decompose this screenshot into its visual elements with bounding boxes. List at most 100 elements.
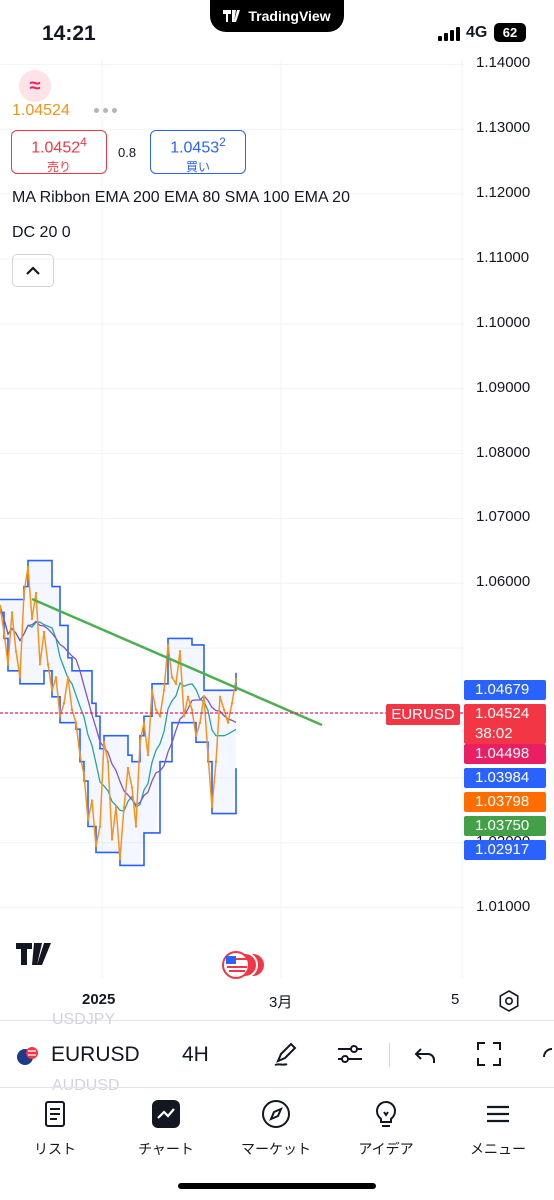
price-point (46, 663, 50, 666)
price-point (178, 650, 182, 653)
price-point (10, 611, 14, 614)
battery-indicator: 62 (494, 23, 526, 42)
price-point (38, 663, 42, 666)
indicator-donchian[interactable]: DC 20 0 (12, 224, 71, 241)
price-series (0, 565, 238, 861)
price-point (126, 766, 130, 770)
price-line (0, 566, 237, 859)
price-axis-label: 1.09000 (476, 378, 531, 396)
indicator-ma-ribbon[interactable]: MA Ribbon EMA 200 EMA 80 SMA 100 EMA 20 (12, 189, 350, 206)
symbol-flag-icon (17, 1047, 38, 1065)
tab-market-label: マーケット (241, 1141, 311, 1157)
price-tag: 1.03984 (464, 768, 546, 788)
price-point (150, 689, 154, 692)
price-point (102, 740, 106, 744)
fullscreen-icon[interactable] (474, 1039, 504, 1069)
price-tag-value: 1.02917 (475, 841, 530, 858)
price-point (74, 721, 78, 724)
app-pill[interactable]: TradingView (210, 0, 344, 32)
price-point (122, 805, 126, 809)
indicators-icon[interactable] (335, 1039, 365, 1069)
tab-menu[interactable]: メニュー (448, 1098, 548, 1159)
price-tag-value: 1.03984 (475, 769, 530, 786)
ghost-symbol-above: USDJPY (52, 1011, 116, 1028)
donchian-band-line (0, 611, 237, 867)
price-point (82, 773, 86, 776)
more-options-icon[interactable] (94, 108, 120, 114)
price-point (58, 715, 62, 718)
ghost-symbol-below: AUDUSD (52, 1077, 120, 1094)
price-point (174, 682, 178, 686)
price-point (54, 676, 58, 679)
time-label-march: 3月 (269, 994, 293, 1011)
last-price: 1.04524 (12, 102, 70, 119)
price-point (118, 857, 122, 861)
price-tag: 1.03798 (464, 792, 546, 812)
price-point (42, 630, 46, 634)
price-point (202, 695, 206, 698)
spread-value: 0.8 (118, 145, 137, 160)
price-point (6, 663, 10, 666)
price-tag: 1.04524 38:02 (464, 704, 546, 744)
price-tag-value: 1.03798 (475, 793, 530, 810)
collapse-legend-button[interactable] (12, 254, 54, 287)
price-point (154, 708, 158, 711)
price-point (158, 715, 162, 718)
economic-event-flags-icon[interactable] (221, 950, 267, 980)
price-point (182, 715, 186, 718)
price-point (206, 753, 210, 757)
buy-label: 買い (185, 160, 210, 175)
list-icon (45, 1101, 65, 1127)
tab-chart[interactable]: チャート (116, 1098, 216, 1159)
bar-countdown: 38:02 (475, 725, 513, 742)
price-point (110, 838, 114, 841)
chart-settings-icon[interactable] (497, 989, 521, 1013)
price-point (190, 708, 194, 711)
price-point (50, 689, 54, 692)
compass-icon (262, 1100, 290, 1128)
price-tag: 1.02917 (464, 840, 546, 860)
time-label-may: 5 (451, 991, 460, 1008)
more-tools-icon[interactable] (540, 1039, 554, 1069)
price-axis-label: 1.14000 (476, 54, 531, 72)
symbol-logo-icon[interactable]: ≈ (19, 70, 51, 102)
chart-icon (152, 1100, 180, 1128)
app-pill-label: TradingView (248, 8, 331, 24)
undo-icon[interactable] (411, 1039, 441, 1069)
tab-list[interactable]: リスト (5, 1098, 105, 1159)
tab-chart-label: チャート (138, 1141, 194, 1157)
drawing-tools-icon[interactable] (270, 1039, 300, 1069)
ma-line-ema80 (0, 605, 237, 806)
price-point (34, 591, 38, 595)
price-point (230, 702, 234, 705)
price-point (18, 676, 22, 679)
tab-ideas[interactable]: アイデア (336, 1098, 436, 1159)
symbol-selector[interactable]: EURUSD (51, 1043, 140, 1066)
tradingview-watermark-icon (16, 943, 51, 965)
tab-market[interactable]: マーケット (226, 1098, 326, 1159)
donchian-band-line (0, 559, 237, 763)
price-chart[interactable] (0, 60, 554, 1020)
price-point (214, 760, 218, 763)
toolbar-separator (389, 1043, 390, 1067)
sell-label: 売り (46, 160, 71, 175)
price-tag-value: 1.04679 (475, 681, 530, 698)
price-point (166, 643, 170, 647)
price-point (170, 676, 174, 679)
price-axis-label: 1.10000 (476, 313, 531, 331)
buy-button[interactable]: 1.04532 買い (150, 130, 246, 174)
timeframe-selector[interactable]: 4H (182, 1043, 209, 1066)
price-point (106, 760, 110, 763)
price-point (146, 753, 150, 757)
price-point (142, 721, 146, 724)
price-point (130, 786, 134, 789)
price-point (70, 708, 74, 711)
price-axis-label: 1.08000 (476, 443, 531, 461)
price-point (218, 695, 222, 698)
buy-price-pip: 2 (219, 135, 226, 149)
status-time: 14:21 (42, 22, 96, 45)
sell-button[interactable]: 1.04524 売り (11, 130, 107, 174)
bottom-tab-bar: リスト チャート マーケット アイデア (0, 1087, 554, 1200)
chevron-up-icon (26, 266, 40, 275)
